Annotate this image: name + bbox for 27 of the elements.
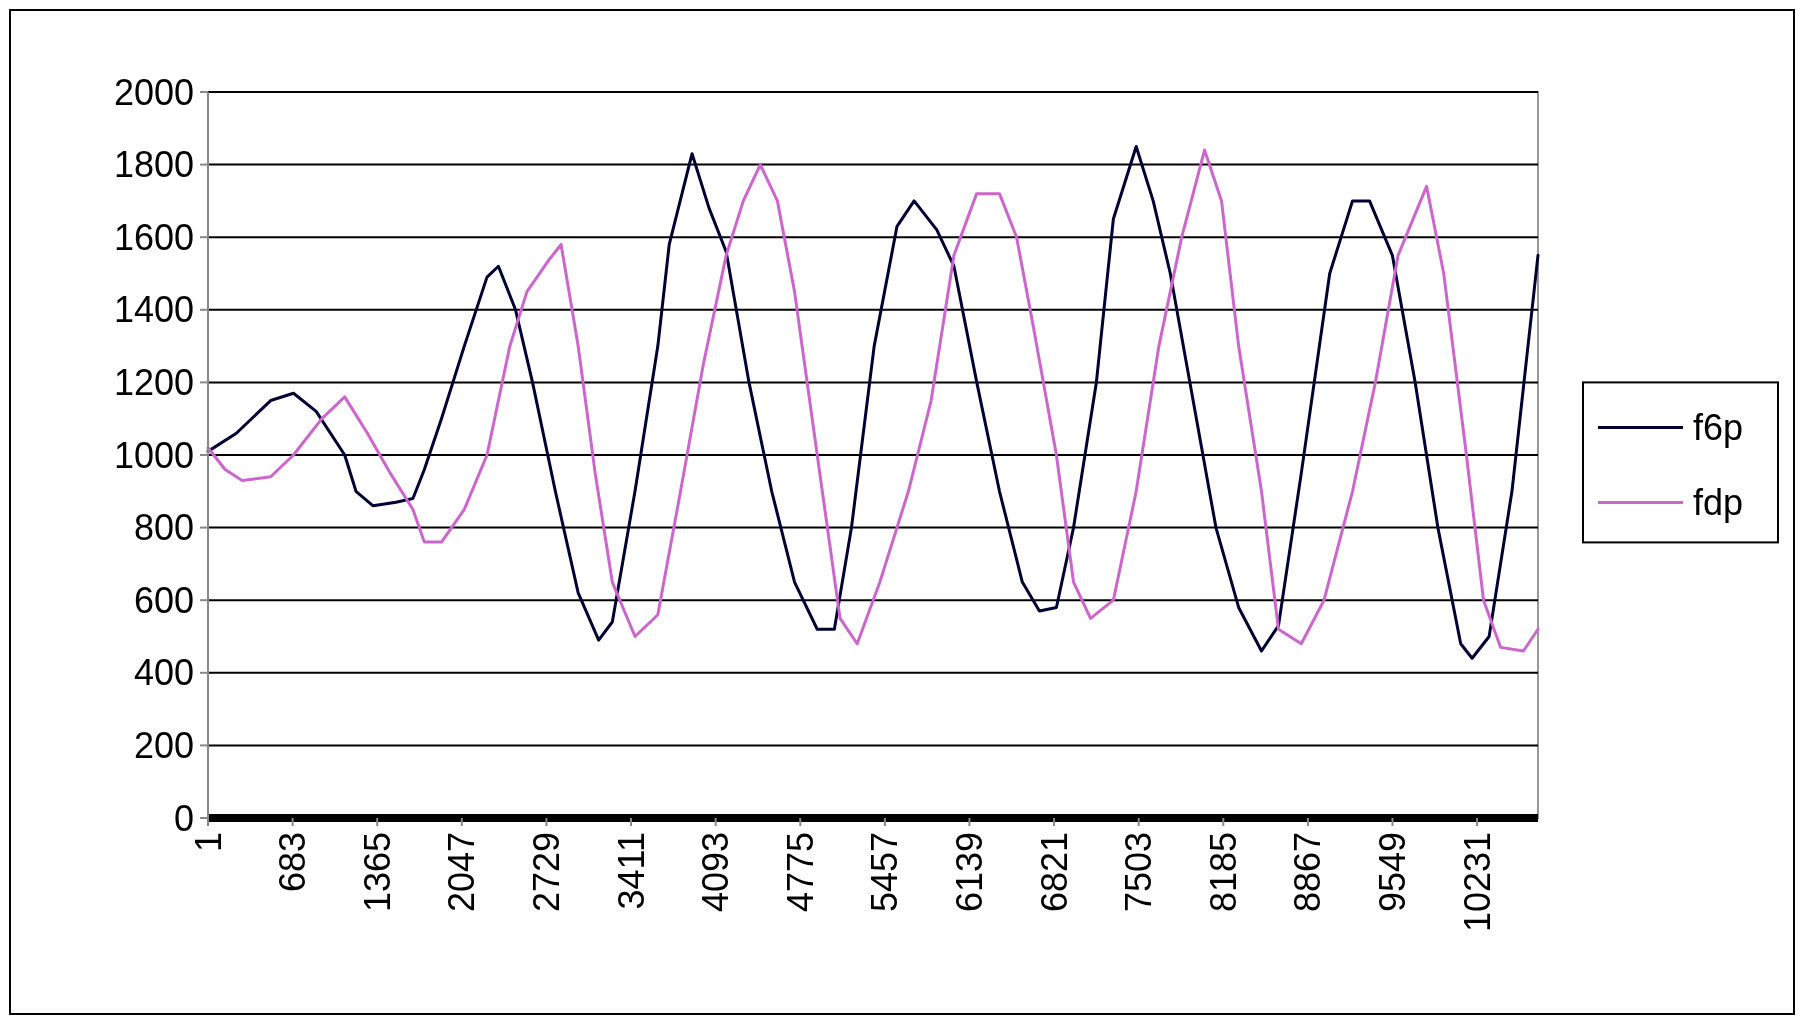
x-tick-label: 683 (272, 832, 314, 893)
x-tick-label: 2047 (441, 832, 483, 913)
x-tick-label: 4775 (779, 832, 821, 913)
x-tick-label: 8185 (1202, 832, 1244, 913)
y-tick-label: 400 (133, 652, 194, 694)
x-tick-label: 2729 (526, 832, 568, 913)
y-tick-label: 1400 (113, 289, 194, 331)
y-tick-label: 600 (133, 579, 194, 621)
y-tick-label: 1600 (113, 216, 194, 258)
y-tick-label: 200 (133, 725, 194, 766)
x-tick-label: 9549 (1372, 832, 1414, 913)
x-tick-label: 5457 (864, 832, 906, 913)
y-tick-label: 800 (133, 507, 194, 549)
x-tick-label: 8867 (1287, 832, 1329, 913)
y-tick-label: 1800 (113, 144, 194, 186)
x-tick-label: 1365 (356, 832, 398, 913)
x-tick-label: 4093 (695, 832, 737, 913)
legend-label: fdp (1693, 482, 1744, 523)
y-tick-label: 1000 (113, 434, 194, 476)
legend-label: f6p (1693, 407, 1744, 448)
x-tick-label: 10231 (1456, 832, 1498, 933)
y-tick-label: 2000 (113, 71, 194, 113)
x-tick-label: 6821 (1033, 832, 1075, 913)
x-tick-label: 3411 (610, 832, 652, 910)
y-tick-label: 1200 (113, 362, 194, 403)
x-tick-label: 6139 (949, 832, 991, 913)
x-tick-label: 7503 (1118, 832, 1160, 913)
